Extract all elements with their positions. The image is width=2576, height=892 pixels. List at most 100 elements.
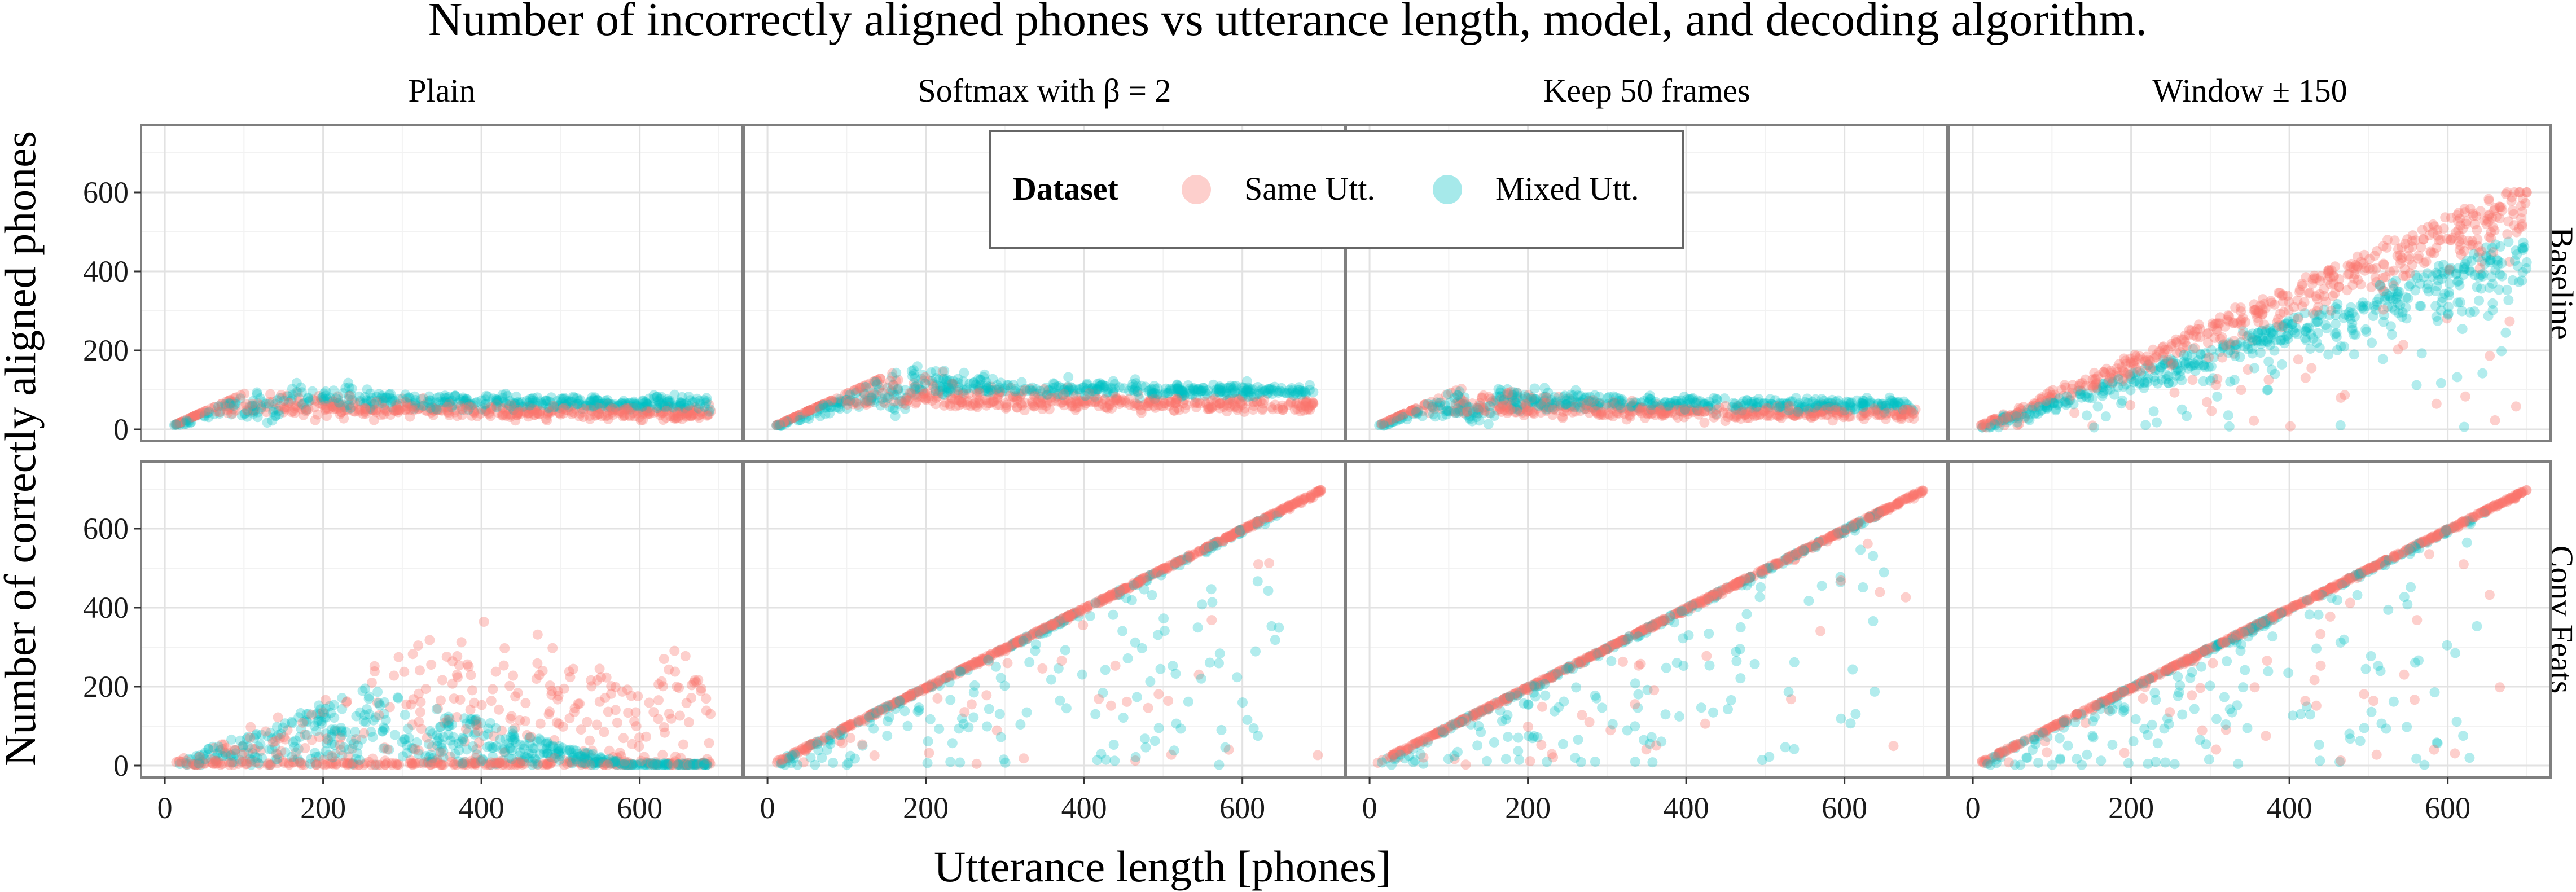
point-same-utt — [175, 417, 186, 428]
point-mixed-utt — [461, 398, 472, 409]
point-mixed-utt — [643, 399, 653, 410]
point-same-utt — [2421, 256, 2432, 267]
point-mixed-utt — [1467, 416, 1478, 427]
point-mixed-utt — [698, 757, 709, 768]
point-mixed-utt — [2335, 420, 2346, 430]
point-mixed-utt — [2262, 385, 2272, 396]
point-same-utt — [851, 398, 862, 408]
point-same-utt — [552, 686, 563, 696]
point-mixed-utt — [536, 396, 546, 407]
point-same-utt — [953, 395, 964, 406]
point-mixed-utt — [291, 377, 302, 388]
point-same-utt — [407, 758, 418, 769]
point-mixed-utt — [617, 398, 627, 408]
point-same-utt — [670, 414, 681, 424]
point-same-utt — [534, 409, 545, 420]
point-mixed-utt — [675, 401, 686, 411]
point-mixed-utt — [574, 398, 585, 409]
point-mixed-utt — [2061, 399, 2072, 410]
point-mixed-utt — [436, 739, 447, 750]
facet-panel — [1948, 124, 2552, 442]
point-mixed-utt — [2330, 319, 2341, 329]
point-same-utt — [2253, 317, 2264, 327]
point-mixed-utt — [2452, 372, 2463, 383]
point-mixed-utt — [1232, 672, 1243, 683]
point-same-utt — [594, 696, 605, 707]
point-mixed-utt — [2179, 350, 2189, 361]
point-mixed-utt — [2157, 360, 2168, 371]
point-same-utt — [652, 403, 663, 414]
point-same-utt — [182, 414, 192, 425]
point-same-utt — [2167, 359, 2178, 370]
point-mixed-utt — [448, 399, 459, 410]
point-same-utt — [661, 404, 672, 415]
point-same-utt — [944, 399, 955, 409]
point-same-utt — [391, 399, 401, 410]
point-same-utt — [2472, 225, 2482, 235]
point-same-utt — [617, 408, 628, 419]
point-same-utt — [441, 402, 452, 413]
point-mixed-utt — [2161, 369, 2172, 380]
point-same-utt — [393, 652, 404, 662]
point-mixed-utt — [387, 393, 398, 404]
point-same-utt — [596, 411, 607, 421]
point-mixed-utt — [425, 395, 436, 406]
point-same-utt — [341, 400, 352, 411]
point-same-utt — [504, 680, 515, 691]
point-same-utt — [328, 404, 339, 415]
point-same-utt — [1731, 409, 1742, 420]
point-same-utt — [592, 675, 603, 686]
point-mixed-utt — [2130, 376, 2141, 386]
point-same-utt — [353, 404, 364, 415]
point-mixed-utt — [2348, 329, 2359, 340]
point-mixed-utt — [945, 757, 956, 767]
point-same-utt — [321, 695, 331, 705]
point-mixed-utt — [252, 389, 262, 399]
point-mixed-utt — [504, 396, 515, 406]
point-mixed-utt — [470, 715, 481, 726]
point-mixed-utt — [1639, 396, 1649, 406]
point-mixed-utt — [495, 734, 506, 745]
point-mixed-utt — [344, 382, 354, 393]
point-same-utt — [677, 408, 687, 419]
point-same-utt — [2114, 359, 2125, 370]
point-mixed-utt — [2312, 328, 2323, 339]
point-same-utt — [1044, 404, 1055, 415]
point-same-utt — [704, 737, 714, 748]
point-mixed-utt — [261, 398, 271, 409]
point-same-utt — [2431, 243, 2442, 253]
point-same-utt — [1206, 615, 1217, 626]
point-same-utt — [602, 407, 612, 418]
point-same-utt — [433, 405, 444, 415]
point-mixed-utt — [291, 387, 302, 398]
point-same-utt — [498, 660, 509, 671]
point-same-utt — [567, 401, 578, 411]
point-mixed-utt — [694, 396, 705, 406]
point-mixed-utt — [424, 395, 435, 406]
point-same-utt — [335, 402, 346, 413]
point-same-utt — [622, 404, 633, 415]
point-same-utt — [456, 637, 467, 648]
point-mixed-utt — [443, 720, 454, 731]
point-same-utt — [629, 411, 640, 421]
point-same-utt — [563, 405, 574, 416]
point-mixed-utt — [2116, 398, 2127, 409]
point-same-utt — [401, 397, 411, 407]
point-same-utt — [311, 759, 322, 770]
point-mixed-utt — [2487, 242, 2498, 253]
point-same-utt — [668, 403, 678, 414]
point-same-utt — [314, 398, 325, 408]
point-mixed-utt — [593, 395, 603, 406]
point-same-utt — [525, 403, 536, 414]
point-same-utt — [349, 406, 360, 417]
point-mixed-utt — [299, 398, 310, 408]
point-mixed-utt — [324, 397, 335, 407]
point-same-utt — [452, 411, 463, 421]
point-same-utt — [444, 407, 454, 418]
point-mixed-utt — [625, 404, 636, 415]
point-mixed-utt — [1450, 407, 1460, 418]
point-same-utt — [184, 413, 195, 424]
point-same-utt — [2356, 257, 2366, 267]
point-mixed-utt — [410, 395, 421, 405]
point-same-utt — [2325, 271, 2335, 282]
